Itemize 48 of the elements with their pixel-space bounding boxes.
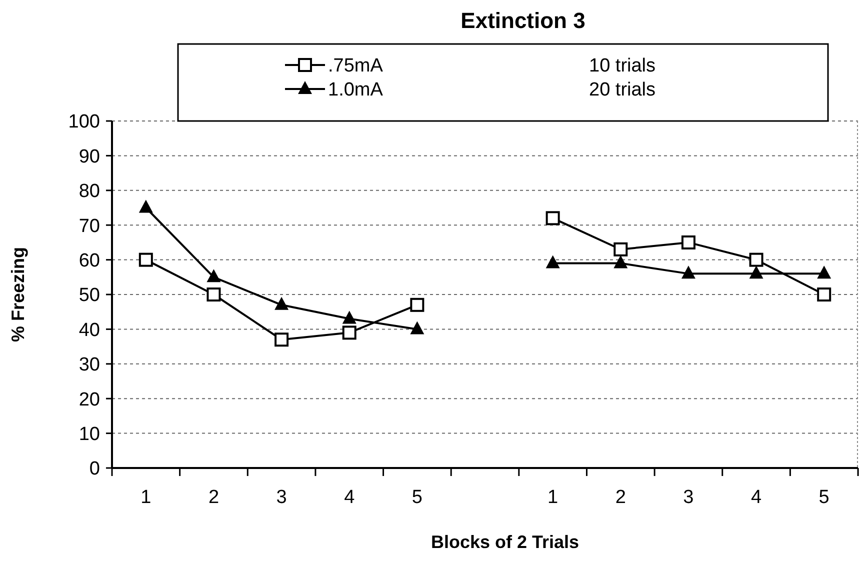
y-tick-label: 10 bbox=[78, 424, 100, 445]
x-tick-label: 4 bbox=[750, 487, 762, 508]
point bbox=[410, 298, 424, 312]
point bbox=[749, 266, 764, 279]
legend-label: .75mA bbox=[328, 56, 384, 77]
point bbox=[681, 235, 696, 250]
point bbox=[546, 211, 560, 226]
point bbox=[138, 200, 153, 213]
point bbox=[749, 252, 764, 267]
point bbox=[817, 288, 832, 302]
point bbox=[342, 310, 356, 324]
point bbox=[342, 326, 356, 340]
x-tick-label: 3 bbox=[683, 487, 694, 508]
text: 20 trials bbox=[589, 80, 656, 101]
point bbox=[274, 296, 289, 310]
x-axis-title: Blocks of 2 Trials bbox=[430, 532, 580, 552]
point bbox=[138, 252, 153, 267]
point bbox=[614, 255, 628, 268]
point bbox=[274, 332, 289, 347]
x-tick-label: 2 bbox=[615, 487, 626, 508]
y-tick-label: 70 bbox=[78, 216, 100, 237]
point bbox=[546, 255, 560, 268]
y-tick-label: 0 bbox=[89, 458, 100, 480]
point bbox=[206, 288, 221, 302]
x-tick-label: 1 bbox=[548, 487, 558, 508]
y-tick-label: 60 bbox=[78, 250, 100, 272]
point bbox=[206, 269, 221, 282]
point bbox=[817, 266, 832, 279]
text: 10 trials bbox=[589, 56, 656, 77]
legend-label: 1.0mA bbox=[328, 80, 384, 101]
y-tick-label: 100 bbox=[68, 112, 100, 133]
chart-title: Extinction 3 bbox=[460, 8, 586, 33]
x-tick-label: 5 bbox=[412, 487, 422, 508]
y-tick-label: 20 bbox=[78, 389, 100, 410]
x-tick-label: 5 bbox=[818, 487, 830, 508]
y-tick-label: 30 bbox=[78, 354, 100, 376]
y-tick-label: 80 bbox=[78, 181, 100, 202]
y-tick-label: 90 bbox=[78, 146, 100, 168]
point bbox=[614, 242, 628, 256]
x-tick-label: 1 bbox=[140, 487, 152, 508]
point bbox=[410, 321, 424, 334]
x-tick-label: 4 bbox=[344, 487, 356, 508]
y-tick-label: 40 bbox=[78, 320, 100, 341]
x-tick-label: 3 bbox=[276, 487, 287, 508]
y-axis-title: % Freezing bbox=[8, 246, 28, 342]
y-tick-label: 50 bbox=[78, 285, 100, 306]
point bbox=[681, 266, 696, 279]
x-tick-label: 2 bbox=[208, 487, 220, 508]
